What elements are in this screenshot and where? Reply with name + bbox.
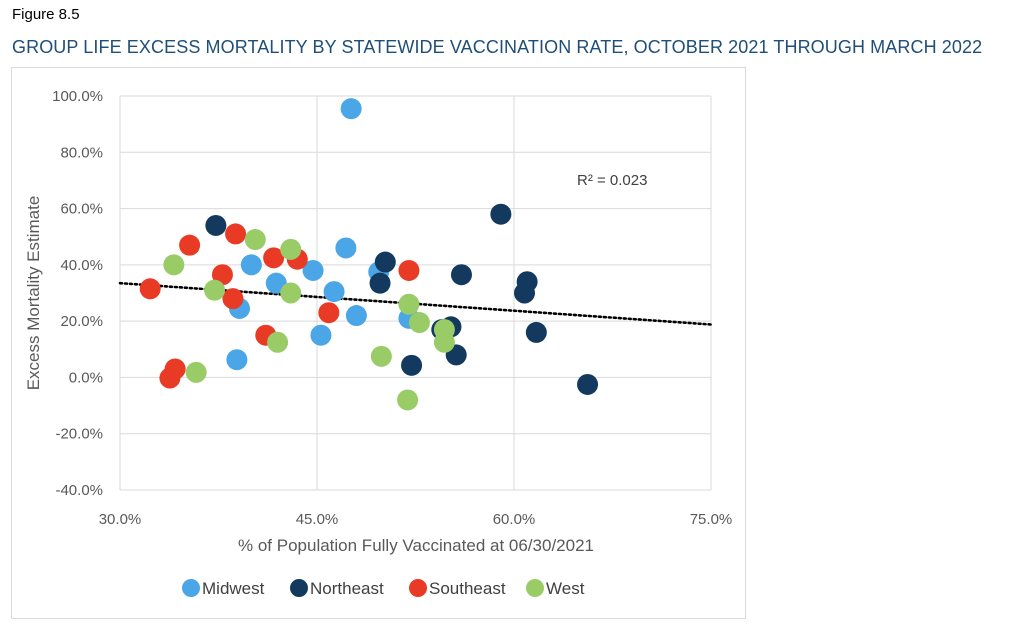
point-northeast xyxy=(577,373,599,395)
point-southeast xyxy=(222,288,244,310)
point-west xyxy=(185,361,207,383)
point-southeast xyxy=(263,247,285,269)
x-axis-title: % of Population Fully Vaccinated at 06/3… xyxy=(238,536,594,555)
point-southeast xyxy=(179,234,201,256)
y-tick-label: 40.0% xyxy=(60,257,103,274)
legend-label-west: West xyxy=(546,579,585,598)
point-midwest xyxy=(345,305,367,327)
point-northeast xyxy=(369,272,391,294)
point-west xyxy=(204,279,226,301)
y-tick-labels: 100.0% 80.0% 60.0% 40.0% 20.0% 0.0% -20.0% -40.… xyxy=(52,88,103,499)
x-tick-labels: 30.0% 45.0% 60.0% 75.0% xyxy=(99,511,733,528)
point-southeast xyxy=(318,302,340,324)
y-tick-label: 60.0% xyxy=(60,201,103,218)
point-southeast xyxy=(159,367,181,389)
point-west xyxy=(163,254,185,276)
legend-label-northeast: Northeast xyxy=(310,579,384,598)
point-northeast xyxy=(401,354,423,376)
x-tick-label: 75.0% xyxy=(690,511,733,528)
point-west xyxy=(280,282,302,304)
point-west xyxy=(267,331,289,353)
r-squared-annotation: R² = 0.023 xyxy=(577,172,647,189)
point-west xyxy=(397,389,419,411)
point-northeast xyxy=(514,282,536,304)
legend-marker-midwest xyxy=(182,579,200,597)
point-west xyxy=(280,238,302,260)
figure-label: Figure 8.5 xyxy=(12,6,80,23)
point-west xyxy=(244,229,266,251)
point-west xyxy=(408,312,430,334)
point-northeast xyxy=(490,203,512,225)
point-southeast xyxy=(139,278,161,300)
point-northeast xyxy=(525,321,547,343)
point-midwest xyxy=(302,259,324,281)
x-tick-label: 30.0% xyxy=(99,511,142,528)
y-axis-title: Excess Mortality Estimate xyxy=(24,196,43,391)
point-northeast xyxy=(205,214,227,236)
point-southeast xyxy=(211,264,233,286)
point-midwest xyxy=(335,237,357,259)
data-points xyxy=(139,98,599,411)
point-west xyxy=(370,345,392,367)
y-tick-label: -20.0% xyxy=(55,426,103,443)
point-northeast xyxy=(374,251,396,273)
legend: Midwest Northeast Southeast West xyxy=(182,579,585,598)
legend-marker-southeast xyxy=(409,579,427,597)
legend-label-southeast: Southeast xyxy=(429,579,506,598)
point-west xyxy=(433,331,455,353)
y-tick-label: 80.0% xyxy=(60,144,103,161)
point-midwest xyxy=(323,281,345,303)
point-midwest xyxy=(340,98,362,120)
y-tick-label: 20.0% xyxy=(60,313,103,330)
point-midwest xyxy=(240,254,262,276)
point-midwest xyxy=(226,349,248,371)
y-tick-label: 0.0% xyxy=(69,369,103,386)
figure-title: GROUP LIFE EXCESS MORTALITY BY STATEWIDE… xyxy=(12,37,983,57)
y-tick-label: -40.0% xyxy=(55,482,103,499)
point-northeast xyxy=(450,264,472,286)
chart-container xyxy=(11,67,746,619)
legend-marker-west xyxy=(526,579,544,597)
point-southeast xyxy=(225,223,247,245)
legend-marker-northeast xyxy=(290,579,308,597)
point-midwest xyxy=(310,324,332,346)
x-tick-label: 60.0% xyxy=(493,511,536,528)
y-tick-label: 100.0% xyxy=(52,88,103,105)
point-west xyxy=(398,293,420,315)
point-southeast xyxy=(398,259,420,281)
x-tick-label: 45.0% xyxy=(296,511,339,528)
legend-label-midwest: Midwest xyxy=(202,579,265,598)
